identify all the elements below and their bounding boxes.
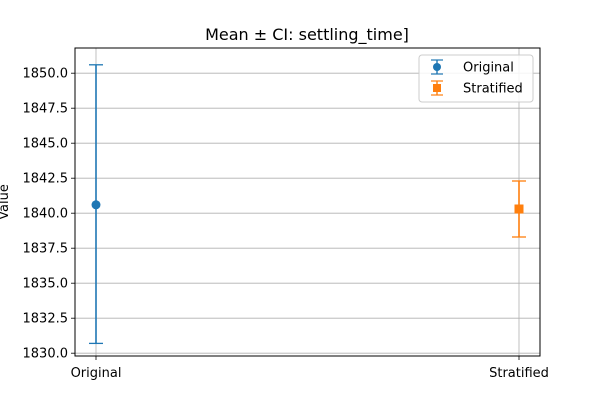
mean-marker-original: [91, 200, 101, 210]
y-tick-label: 1850.0: [23, 67, 69, 82]
legend: Original Stratified: [418, 54, 534, 103]
y-tick-label: 1835.0: [23, 277, 69, 292]
y-tick-label: 1842.5: [23, 172, 69, 187]
y-tick-label: 1845.0: [23, 137, 69, 152]
plot-frame: [74, 47, 541, 357]
legend-marker: [433, 63, 441, 71]
y-axis-ticks: 1830.0 1832.5 1835.0 1837.5 1840.0 1842.5 1845…: [23, 67, 75, 362]
legend-label: Original: [463, 61, 514, 76]
error-bars: [89, 64, 526, 345]
x-axis-ticks: Original Stratified: [71, 356, 549, 381]
legend-marker: [433, 84, 441, 92]
mean-markers: [91, 200, 524, 214]
chart-title: Mean ± CI: settling_time]: [205, 25, 409, 45]
x-tick-label: Original: [71, 366, 122, 381]
y-tick-label: 1847.5: [23, 102, 69, 117]
legend-box: [418, 54, 534, 103]
legend-item-original: Original: [431, 59, 514, 76]
y-tick-label: 1830.0: [23, 347, 69, 362]
legend-item-stratified: Stratified: [431, 80, 523, 97]
y-tick-label: 1837.5: [23, 242, 69, 257]
legend-label: Stratified: [463, 82, 523, 97]
y-tick-label: 1832.5: [23, 312, 69, 327]
y-tick-label: 1840.0: [23, 207, 69, 222]
x-tick-label: Stratified: [489, 366, 549, 381]
mean-marker-stratified: [514, 204, 524, 214]
y-axis-label: Value: [0, 184, 12, 220]
